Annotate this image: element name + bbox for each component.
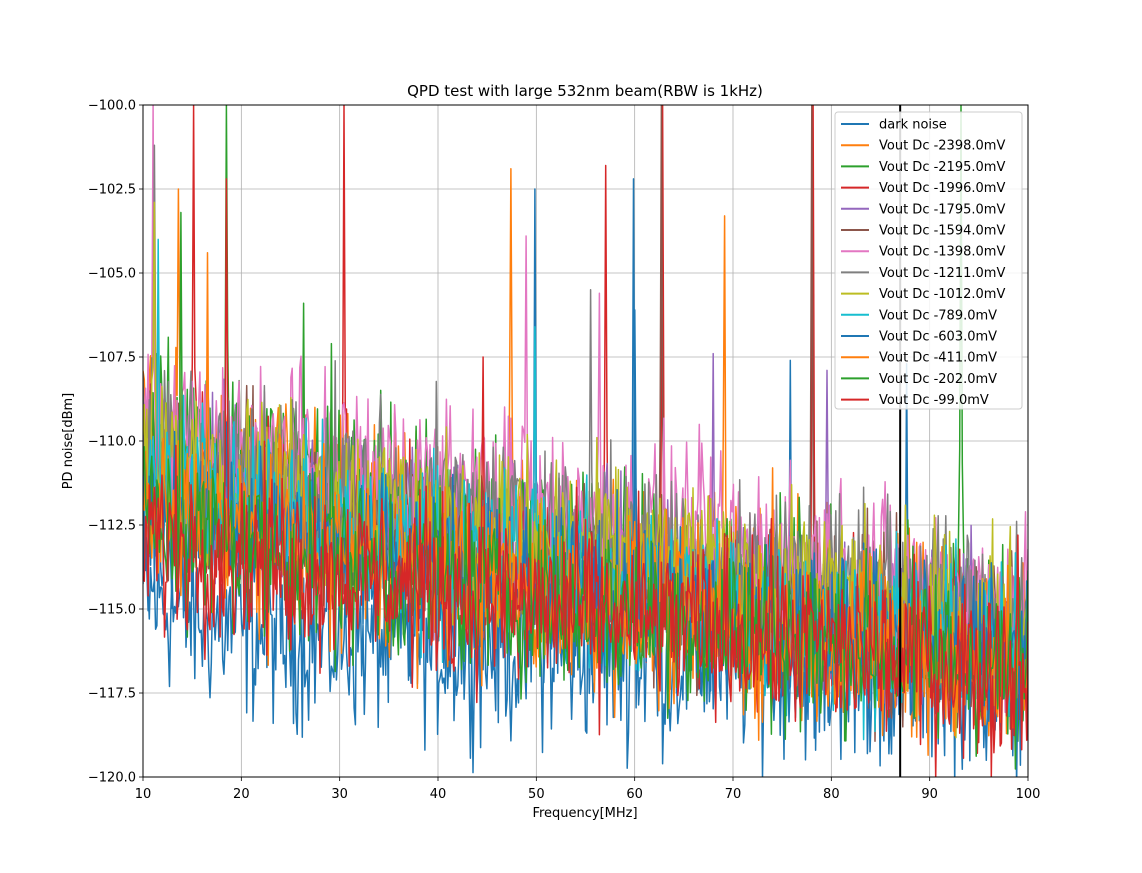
legend-entry: Vout Dc -603.0mV [879, 330, 997, 345]
legend-entry: Vout Dc -1996.0mV [879, 181, 1005, 196]
y-tick-label: −117.5 [88, 687, 136, 702]
chart-title: QPD test with large 532nm beam(RBW is 1k… [407, 82, 763, 100]
y-tick-label: −100.0 [88, 99, 136, 114]
x-tick-label: 10 [135, 787, 152, 802]
legend-entry: Vout Dc -1795.0mV [879, 202, 1005, 217]
legend-entry: Vout Dc -789.0mV [879, 308, 997, 323]
x-tick-label: 100 [1016, 787, 1041, 802]
x-tick-label: 80 [823, 787, 840, 802]
y-tick-label: −107.5 [88, 351, 136, 366]
y-axis-ticks: −120.0 −117.5 −115.0 −112.5 −110.0 −107.5 −105… [88, 99, 143, 786]
y-axis-label: PD noise[dBm] [61, 393, 76, 490]
y-tick-label: −112.5 [88, 519, 136, 534]
x-tick-label: 90 [921, 787, 938, 802]
series-line [143, 178, 1028, 777]
y-tick-label: −115.0 [88, 603, 136, 618]
legend-box [834, 111, 1023, 410]
x-tick-label: 70 [725, 787, 742, 802]
legend-entry: Vout Dc -99.0mV [879, 393, 989, 408]
y-tick-label: −105.0 [88, 267, 136, 282]
legend-entry: Vout Dc -2195.0mV [879, 160, 1005, 175]
legend-entry: Vout Dc -411.0mV [879, 351, 997, 366]
legend-entry: Vout Dc -1398.0mV [879, 245, 1005, 260]
series-line [143, 178, 1028, 777]
legend-entry: Vout Dc -2398.0mV [879, 139, 1005, 154]
x-tick-label: 20 [233, 787, 250, 802]
legend-entry: Vout Dc -1012.0mV [879, 287, 1005, 302]
legend-entry: dark noise [879, 118, 947, 133]
x-axis-label: Frequency[MHz] [532, 806, 637, 821]
x-axis-ticks: 10 20 30 40 50 60 70 80 90 100 [135, 777, 1041, 802]
legend: dark noise Vout Dc -2398.0mV Vout Dc -2195… [834, 111, 1023, 410]
y-tick-label: −102.5 [88, 183, 136, 198]
x-tick-label: 30 [331, 787, 348, 802]
y-tick-label: −110.0 [88, 435, 136, 450]
x-tick-label: 60 [626, 787, 643, 802]
y-tick-label: −120.0 [88, 771, 136, 786]
legend-entry: Vout Dc -202.0mV [879, 372, 997, 387]
legend-entry: Vout Dc -1211.0mV [879, 266, 1005, 281]
x-tick-label: 50 [528, 787, 545, 802]
series-line [143, 211, 1028, 770]
x-tick-label: 40 [430, 787, 447, 802]
series-layer [143, 105, 1028, 777]
legend-entry: Vout Dc -1594.0mV [879, 224, 1005, 239]
